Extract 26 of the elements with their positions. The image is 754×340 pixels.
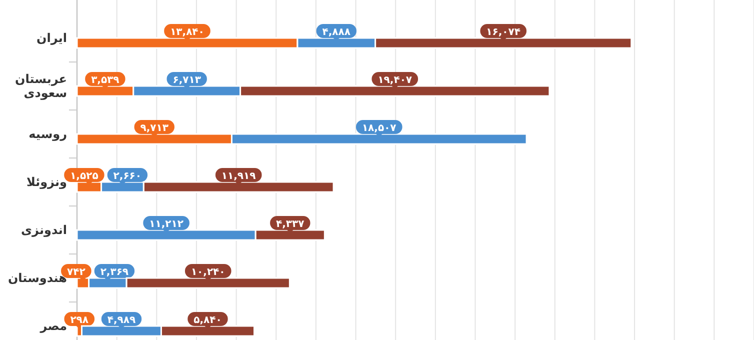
y-tick-label: مصر (39, 319, 67, 333)
y-tick-label: ایران (36, 31, 67, 45)
data-label: ۱۸,۵۰۷ (362, 123, 396, 134)
data-label: ۱۹,۴۰۷ (378, 75, 412, 86)
data-label: ۵,۸۴۰ (194, 315, 222, 326)
data-label: ۲,۳۶۹ (100, 267, 129, 278)
data-label: ۳,۵۳۹ (91, 75, 120, 86)
y-tick-label: اندونزی (21, 223, 67, 237)
data-label: ۴,۹۸۹ (107, 315, 136, 326)
y-tick-label: هندوستان (8, 271, 67, 285)
data-label: ۱,۵۲۵ (70, 171, 98, 182)
data-label: ۱۱,۲۱۲ (149, 219, 184, 230)
data-label: ۱۳,۸۴۰ (170, 27, 204, 38)
data-label: ۹,۷۱۳ (140, 123, 168, 134)
data-label: ۴,۳۳۷ (276, 219, 304, 230)
data-label: ۲۹۸ (70, 315, 89, 326)
data-label: ۱۰,۲۴۰ (190, 267, 226, 278)
data-label: ۷۴۲ (67, 267, 86, 278)
data-label: ۱۱,۹۱۹ (221, 171, 256, 182)
data-label: ۲,۶۶۰ (113, 171, 142, 182)
data-label: ۱۶,۰۷۴ (486, 27, 521, 38)
data-label: ۴,۸۸۸ (322, 27, 351, 38)
data-label: ۶,۷۱۳ (172, 75, 201, 86)
y-tick-label: ونزوئلا (26, 175, 67, 189)
y-tick-label: عربستان سعودی (14, 72, 67, 100)
y-tick-label: روسیه (28, 127, 68, 141)
